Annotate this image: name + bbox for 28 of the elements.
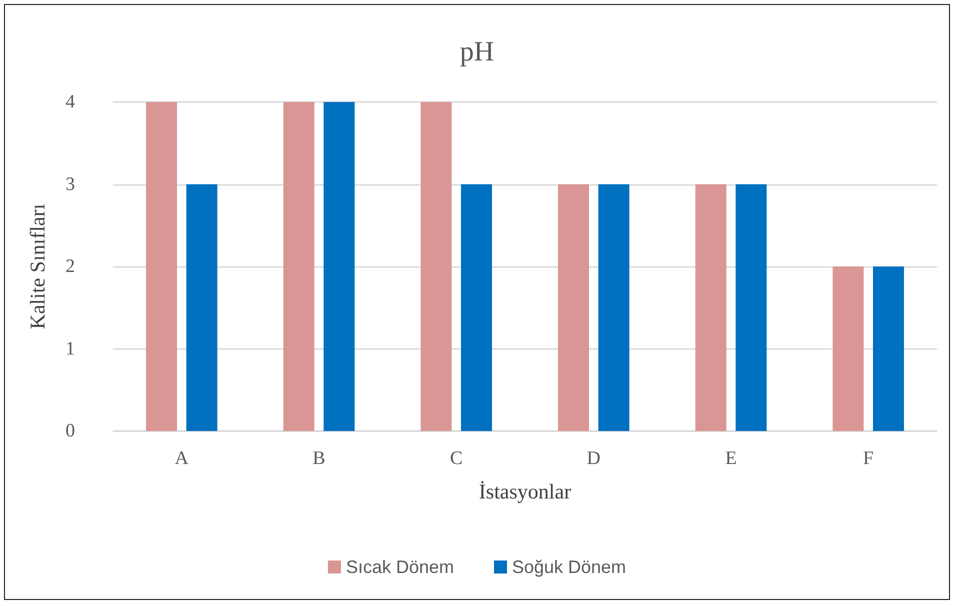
y-tick-label: 0 [66,420,75,442]
x-tick-label: D [586,448,601,469]
x-tick-label: B [312,448,326,469]
bar [695,184,726,431]
y-tick-label: 3 [66,174,75,195]
bar [420,102,452,431]
chart-title: pH [460,36,494,68]
y-axis-title: Kalite Sınıfları [26,204,50,330]
bar [598,184,630,431]
x-tick-label: E [725,448,737,469]
bar [146,102,178,431]
bar [736,184,767,431]
legend-label: Soğuk Dönem [512,557,626,577]
y-tick-label: 1 [66,338,75,360]
bar [186,184,218,431]
bar [324,102,355,431]
y-tick-label: 2 [66,256,75,277]
bar [832,266,864,431]
x-axis-title: İstasyonlar [478,480,572,504]
bar [558,184,590,431]
bar [872,266,904,431]
bar [460,184,492,431]
x-tick-label: C [450,448,463,469]
legend-label: Sıcak Dönem [346,557,454,577]
y-tick-label: 4 [66,92,76,112]
bar [283,102,314,431]
x-tick-label: F [863,448,874,469]
x-tick-label: A [174,448,189,469]
